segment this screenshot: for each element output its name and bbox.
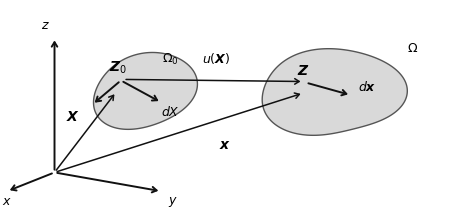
- Text: $x$: $x$: [2, 195, 12, 208]
- Text: $u(\boldsymbol{X})$: $u(\boldsymbol{X})$: [201, 51, 230, 66]
- Text: $\Omega$: $\Omega$: [407, 42, 418, 55]
- Text: $\boldsymbol{Z}_0$: $\boldsymbol{Z}_0$: [109, 60, 128, 76]
- Text: $\boldsymbol{X}$: $\boldsymbol{X}$: [66, 110, 81, 124]
- Text: $\boldsymbol{x}$: $\boldsymbol{x}$: [219, 138, 231, 152]
- Text: $d\boldsymbol{x}$: $d\boldsymbol{x}$: [358, 80, 376, 94]
- Text: $dX$: $dX$: [161, 104, 180, 119]
- Polygon shape: [93, 52, 198, 129]
- Text: $y$: $y$: [168, 195, 178, 209]
- Text: $\Omega_0$: $\Omega_0$: [162, 52, 179, 67]
- Polygon shape: [262, 49, 407, 135]
- Text: $z$: $z$: [41, 19, 49, 32]
- Text: $\boldsymbol{Z}$: $\boldsymbol{Z}$: [297, 64, 310, 78]
